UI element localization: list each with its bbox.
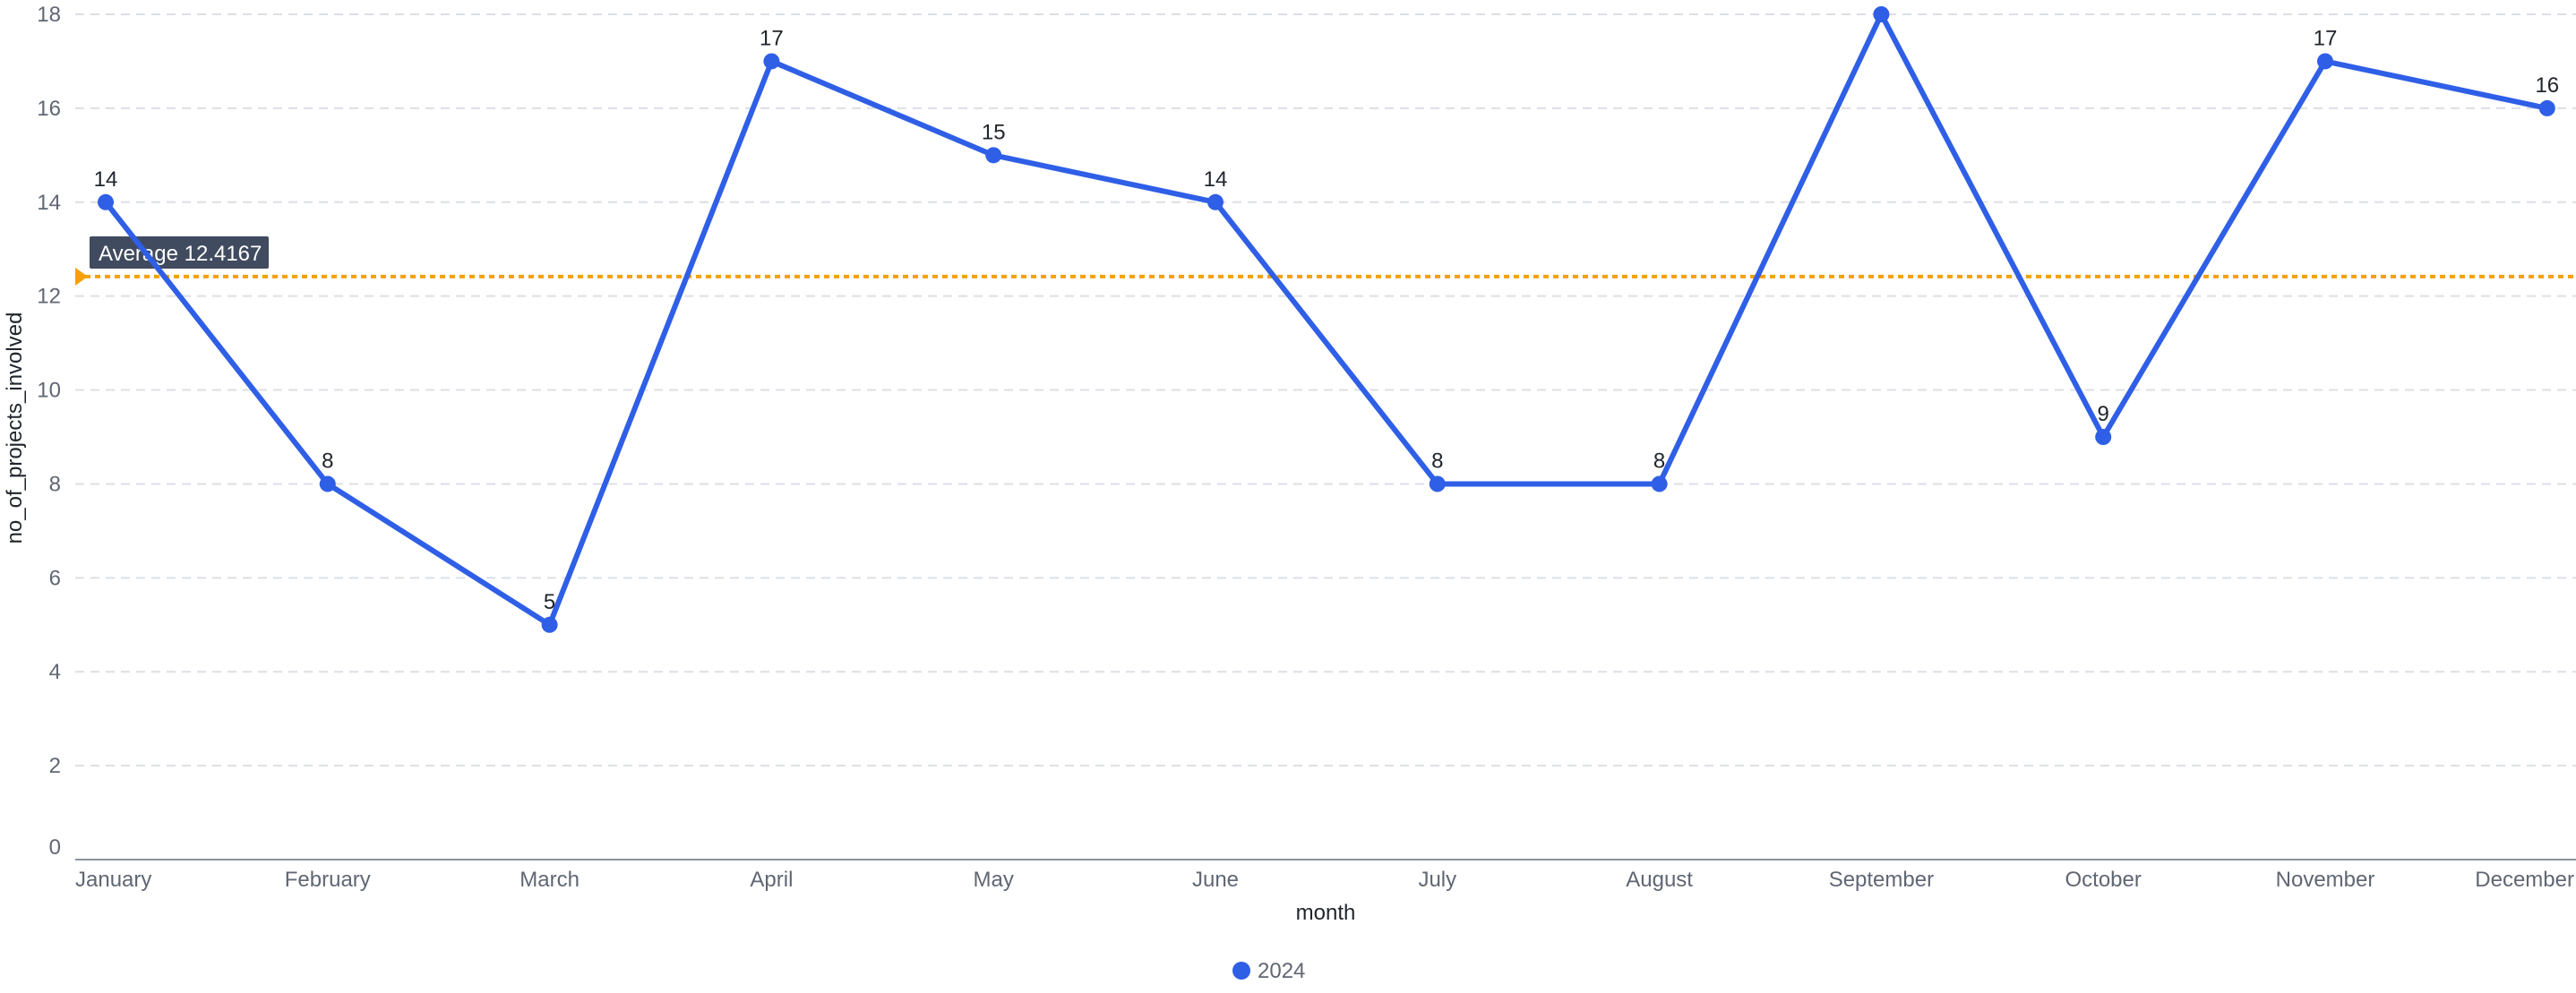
x-tick-label: April [750, 868, 793, 892]
x-tick-label: June [1192, 868, 1239, 892]
data-point[interactable] [541, 616, 558, 633]
y-tick-label: 12 [37, 285, 61, 309]
x-tick-label: February [285, 868, 371, 892]
average-marker [75, 267, 88, 286]
data-point[interactable] [2317, 53, 2333, 70]
data-point[interactable] [763, 53, 780, 70]
y-tick-label: 2 [49, 754, 61, 778]
y-tick-label: 10 [37, 379, 61, 403]
y-tick-label: 18 [37, 3, 61, 27]
data-label: 9 [2098, 402, 2109, 426]
x-tick-label: July [1418, 868, 1456, 892]
y-tick-label: 4 [49, 660, 61, 684]
x-axis-title: month [1296, 901, 1356, 925]
legend-marker [1232, 962, 1250, 980]
data-point[interactable] [985, 147, 1002, 164]
data-point[interactable] [98, 193, 114, 210]
series-line [103, 12, 2550, 628]
legend-label: 2024 [1258, 959, 1305, 983]
data-label: 17 [2314, 26, 2338, 50]
data-label: 16 [2535, 73, 2559, 98]
data-label: 18 [1869, 0, 1893, 4]
data-label: 14 [1204, 167, 1228, 192]
x-tick-label: September [1829, 868, 1934, 892]
x-tick-label: October [2065, 868, 2142, 892]
x-tick-label: January [75, 868, 151, 892]
y-tick-label: 16 [37, 97, 61, 121]
data-points [98, 6, 2555, 633]
data-label: 5 [544, 590, 555, 614]
grid-lines [75, 13, 2576, 767]
x-tick-label: August [1626, 868, 1693, 892]
data-label: 8 [1431, 449, 1443, 473]
y-tick-label: 14 [37, 191, 61, 215]
y-axis: 0 2 4 6 8 10 12 14 16 18 [37, 3, 61, 860]
data-point[interactable] [1651, 475, 1668, 492]
data-label: 15 [982, 120, 1006, 144]
data-label: 8 [322, 449, 333, 473]
data-label: 8 [1653, 449, 1665, 473]
y-tick-label: 8 [49, 472, 61, 496]
data-point[interactable] [2095, 429, 2112, 445]
x-axis: January February March April May June July Augu… [75, 859, 2576, 892]
data-label: 14 [94, 167, 118, 192]
data-point[interactable] [2538, 99, 2555, 116]
x-tick-label: November [2276, 868, 2375, 892]
series-2024 [103, 12, 2550, 628]
x-tick-label: December [2475, 868, 2574, 892]
data-labels: 14 8 5 17 15 14 8 8 18 9 17 16 [94, 0, 2560, 614]
average-label: Average 12.4167 [99, 242, 262, 266]
data-point[interactable] [1207, 193, 1224, 210]
data-point[interactable] [1429, 475, 1446, 492]
y-tick-label: 6 [49, 566, 61, 590]
x-tick-label: May [974, 868, 1014, 892]
average-label-background [90, 236, 269, 269]
x-tick-label: March [519, 868, 580, 892]
y-tick-label: 0 [49, 835, 61, 860]
y-axis-title: no_of_projects_involved [3, 312, 27, 544]
data-point[interactable] [319, 475, 336, 492]
data-point[interactable] [1873, 6, 1890, 22]
legend[interactable]: 2024 [1232, 959, 1305, 983]
average-line-group: Average 12.4167 [75, 236, 2576, 286]
data-label: 17 [760, 26, 784, 50]
